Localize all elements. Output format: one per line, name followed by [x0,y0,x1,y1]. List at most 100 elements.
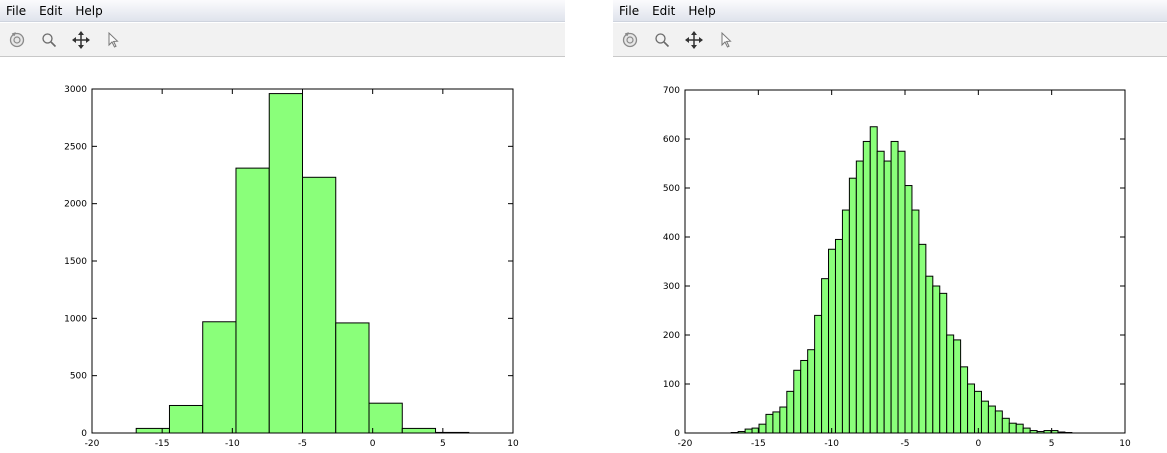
histogram-bar [967,383,976,434]
menu-help[interactable]: Help [75,3,103,18]
x-tick-label: 5 [440,439,446,449]
histogram-bar [855,160,864,434]
y-tick-label: 500 [663,184,680,194]
histogram-bar [807,349,816,434]
x-tick-label: -5 [298,439,307,449]
histogram-bar [772,411,781,434]
histogram-bar [800,359,809,434]
histogram-bar [876,150,885,434]
toolbar [0,23,565,57]
pointer-icon[interactable] [100,27,126,53]
y-tick-label: 200 [663,331,680,341]
zoom-icon[interactable] [649,27,675,53]
y-tick-label: 500 [70,372,87,382]
y-tick-label: 400 [663,233,680,243]
figure-window-1: File Edit Help -20 -15 -10 -5 0 5 10 0 500 1000 15… [0,0,565,453]
histogram-bar [994,410,1003,434]
x-tick-label: 10 [507,439,519,449]
y-tick-label: 1500 [64,257,87,267]
histogram-bar [1022,427,1031,434]
histogram-bar [932,285,941,434]
histogram-bar [939,292,948,434]
histogram-bar [135,427,170,434]
histogram-bar [1015,423,1024,434]
y-tick-label: 600 [663,135,680,145]
toolbar [613,23,1167,57]
histogram-bar [401,427,437,434]
x-tick-label: 0 [975,439,981,449]
histogram-bar [793,369,802,434]
menu-bar: File Edit Help [0,0,565,22]
histogram-bar [848,177,857,434]
y-tick-label: 0 [81,429,87,439]
histogram-bar [302,176,337,434]
x-tick-label: 0 [370,439,376,449]
y-tick-label: 100 [663,380,680,390]
histogram-bar [368,402,403,434]
histogram-chart-1: -20 -15 -10 -5 0 5 10 0 500 1000 1500 2000 2500 3000 [64,85,519,449]
menu-edit[interactable]: Edit [652,3,676,18]
histogram-bar [974,390,982,434]
histogram-bar [168,404,204,434]
histogram-bar [779,406,788,434]
menu-edit[interactable]: Edit [39,3,63,18]
histogram-bar [335,322,370,434]
histogram-bar [869,126,878,434]
histogram-bar [268,93,303,434]
menu-help[interactable]: Help [688,3,716,18]
pointer-icon[interactable] [713,27,739,53]
histogram-bar [862,140,871,434]
histogram-bar [918,243,927,434]
histogram-bar [1008,422,1017,434]
x-tick-label: -15 [751,439,766,449]
y-tick-label: 3000 [64,85,87,95]
pan-icon[interactable] [681,27,707,53]
y-tick-label: 700 [663,86,680,96]
histogram-bar [834,238,843,434]
histogram-bar [946,334,955,434]
histogram-bar [841,209,850,434]
histogram-bar [883,160,892,434]
x-tick-label: -10 [225,439,240,449]
x-tick-label: 10 [1119,439,1131,449]
y-tick-label: 2000 [64,200,87,210]
histogram-bar [786,390,795,434]
histogram-bar [814,314,823,434]
y-tick-label: 2500 [64,142,87,152]
histogram-bar [953,339,962,434]
menu-file[interactable]: File [619,3,640,18]
histogram-bar [890,140,899,434]
histogram-bar [758,423,767,434]
menu-file[interactable]: File [6,3,27,18]
x-tick-label: -15 [155,439,170,449]
pan-icon[interactable] [68,27,94,53]
histogram-bar [235,167,270,434]
zoom-icon[interactable] [36,27,62,53]
rotate-icon[interactable] [617,27,643,53]
histogram-bar [1001,417,1010,434]
histogram-bar [765,413,774,434]
histogram-bar [897,150,906,434]
x-tick-label: -10 [824,439,839,449]
histogram-bar [744,428,753,434]
histogram-bar [980,400,989,434]
x-tick-label: -20 [85,439,100,449]
bars [135,93,470,434]
y-tick-label: 0 [674,429,680,439]
y-tick-label: 300 [663,282,680,292]
x-tick-label: 5 [1049,439,1055,449]
figure-window-2: File Edit Help -20 -15 -10 -5 0 5 10 0 100 200 300… [613,0,1167,453]
histogram-bar [987,405,996,434]
rotate-icon[interactable] [4,27,30,53]
histogram-bar [821,278,830,434]
histogram-bar [904,185,913,434]
menu-bar: File Edit Help [613,0,1167,22]
y-tick-label: 1000 [64,314,87,324]
histogram-bar [925,275,934,434]
histogram-bar [202,321,237,434]
x-tick-label: -20 [678,439,693,449]
bars [730,126,1073,434]
histogram-bar [911,209,920,434]
x-tick-label: -5 [901,439,910,449]
